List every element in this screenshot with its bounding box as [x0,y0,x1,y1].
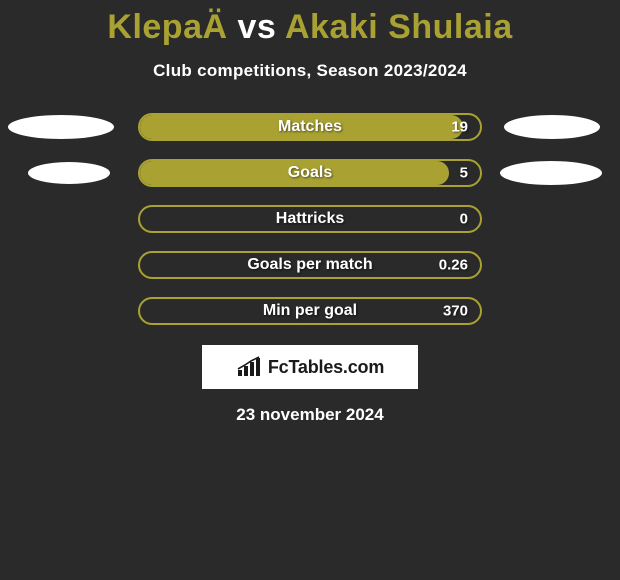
comparison-card: KlepaÄ vs Akaki Shulaia Club competition… [0,0,620,425]
vs-separator: vs [237,8,276,46]
logo-box: FcTables.com [202,345,418,389]
logo-text: FcTables.com [268,357,384,378]
bar-chart-icon [236,356,262,378]
left-ellipse [8,115,114,139]
player1-name: KlepaÄ [107,8,227,46]
stat-bar: Matches 19 [138,113,482,141]
stat-row: Matches 19 [0,113,620,141]
comparison-title: KlepaÄ vs Akaki Shulaia [107,8,512,47]
left-ellipse [28,162,110,184]
date: 23 november 2024 [236,405,383,425]
stat-row: Goals 5 [0,159,620,187]
stat-row: Min per goal 370 [0,297,620,325]
stat-bar: Goals 5 [138,159,482,187]
stat-value: 5 [460,165,468,182]
stat-value: 19 [451,119,468,136]
stat-row: Hattricks 0 [0,205,620,233]
stat-label: Hattricks [276,210,344,228]
stat-value: 0 [460,211,468,228]
stat-bar: Hattricks 0 [138,205,482,233]
stat-bar: Goals per match 0.26 [138,251,482,279]
stat-label: Matches [278,118,342,136]
stat-label: Min per goal [263,302,357,320]
stat-label: Goals [288,164,332,182]
right-ellipse [504,115,600,139]
stat-row: Goals per match 0.26 [0,251,620,279]
right-ellipse [500,161,602,185]
stat-bar: Min per goal 370 [138,297,482,325]
stat-label: Goals per match [247,256,372,274]
stat-rows: Matches 19 Goals 5 Hattricks 0 [0,113,620,325]
stat-value: 370 [443,303,468,320]
stat-value: 0.26 [439,257,468,274]
player2-name: Akaki Shulaia [285,8,513,46]
subtitle: Club competitions, Season 2023/2024 [153,61,467,81]
